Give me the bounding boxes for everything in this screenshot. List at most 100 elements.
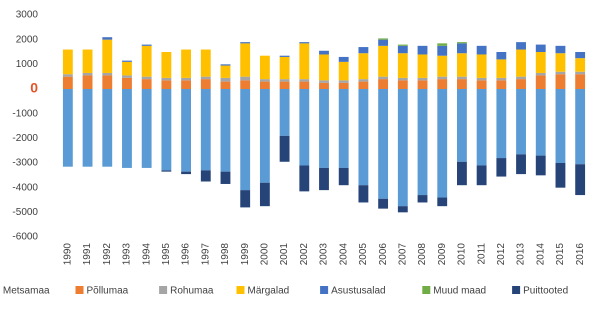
- bar-segment: [259, 182, 270, 207]
- bar-segment: [62, 74, 73, 77]
- bar-segment: [259, 89, 270, 183]
- bar-segment: [319, 89, 329, 168]
- bar-segment: [161, 170, 172, 172]
- x-tick-label: 2016: [575, 243, 586, 266]
- bar-segment: [496, 59, 507, 78]
- bar-segment: [397, 53, 408, 78]
- bar-segment: [240, 76, 251, 81]
- bar-segment: [240, 89, 251, 191]
- bar-segment: [535, 72, 546, 76]
- y-tick-label: 1000: [16, 59, 39, 70]
- bar-segment: [437, 55, 448, 77]
- bar-segment: [319, 82, 329, 89]
- bar-segment: [102, 37, 113, 40]
- bar-segment: [555, 45, 566, 54]
- bar-segment: [141, 79, 152, 89]
- x-tick-label: 2010: [457, 243, 468, 266]
- bar-segment: [516, 89, 526, 155]
- bar-segment: [181, 89, 191, 172]
- legend-swatch: [75, 286, 84, 294]
- bar-segment: [457, 76, 467, 80]
- bar-segment: [102, 75, 113, 89]
- bar-segment: [299, 81, 310, 89]
- bar-segment: [122, 89, 132, 168]
- bar-segment: [122, 60, 132, 62]
- bar-segment: [240, 43, 251, 77]
- bar-segment: [457, 42, 467, 44]
- bar-segment: [102, 39, 113, 73]
- x-tick-label: 2000: [260, 243, 271, 266]
- bar-segment: [279, 79, 290, 82]
- bar-segment: [496, 52, 507, 60]
- legend-label: Põllumaa: [87, 286, 129, 297]
- bar-segment: [575, 74, 586, 89]
- bar-segment: [535, 44, 546, 52]
- x-tick-label: 2014: [535, 243, 546, 266]
- bar-segment: [240, 190, 251, 208]
- bar-segment: [102, 89, 113, 167]
- x-tick-label: 1996: [181, 243, 192, 266]
- bar-segment: [338, 82, 349, 89]
- bar-segment: [476, 80, 487, 89]
- bar-segment: [516, 49, 526, 77]
- bar-segment: [417, 45, 428, 55]
- bar-segment: [259, 81, 270, 89]
- x-tick-label: 1991: [82, 243, 93, 266]
- x-tick-label: 1994: [141, 243, 152, 266]
- bar-segment: [279, 135, 290, 162]
- x-tick-label: 2009: [437, 243, 448, 266]
- bar-segment: [476, 77, 487, 81]
- bar-segment: [259, 79, 270, 82]
- bar-segment: [161, 52, 172, 78]
- x-tick-label: 1999: [240, 243, 251, 266]
- bar-segment: [279, 89, 290, 136]
- bar-segment: [535, 75, 546, 89]
- bar-segment: [299, 79, 310, 82]
- bar-segment: [457, 53, 467, 77]
- x-tick-label: 2002: [299, 243, 310, 266]
- bar-segment: [437, 43, 448, 46]
- y-tick-label: -2000: [12, 133, 38, 144]
- bar-segment: [122, 77, 132, 89]
- bar-segment: [417, 54, 428, 78]
- bar-segment: [141, 44, 152, 46]
- bar-segment: [516, 76, 526, 80]
- bar-segment: [397, 89, 408, 207]
- bar-segment: [319, 80, 329, 83]
- bar-segment: [378, 79, 389, 89]
- bar-segment: [397, 80, 408, 89]
- bar-segment: [555, 53, 566, 72]
- legend-label: Rohumaa: [170, 286, 214, 297]
- bar-segment: [417, 80, 428, 89]
- bar-segment: [535, 52, 546, 73]
- bar-segment: [338, 80, 349, 83]
- bar-segment: [378, 38, 389, 40]
- bar-segment: [437, 197, 448, 207]
- y-tick-label: -6000: [12, 232, 38, 243]
- x-tick-label: 1997: [200, 243, 211, 266]
- bar-segment: [200, 170, 211, 182]
- x-tick-label: 2012: [496, 243, 507, 266]
- bar-segment: [437, 79, 448, 89]
- bar-segment: [535, 89, 546, 156]
- x-tick-label: 2008: [417, 243, 428, 266]
- y-tick-label: 3000: [16, 10, 39, 21]
- bar-segment: [457, 43, 467, 54]
- bar-segment: [62, 76, 73, 89]
- bar-segment: [279, 81, 290, 89]
- bar-segment: [82, 49, 93, 73]
- legend-swatch: [159, 286, 168, 294]
- bar-segment: [555, 71, 566, 75]
- bar-segment: [122, 61, 132, 76]
- bar-segment: [378, 76, 389, 80]
- bar-segment: [358, 81, 369, 89]
- x-tick-label: 1995: [161, 243, 172, 266]
- bar-segment: [181, 49, 191, 78]
- bar-segment: [555, 74, 566, 89]
- bar-segment: [496, 89, 507, 159]
- bar-segment: [378, 45, 389, 77]
- bar-segment: [496, 158, 507, 177]
- bar-segment: [457, 89, 467, 162]
- x-tick-label: 1990: [62, 243, 73, 266]
